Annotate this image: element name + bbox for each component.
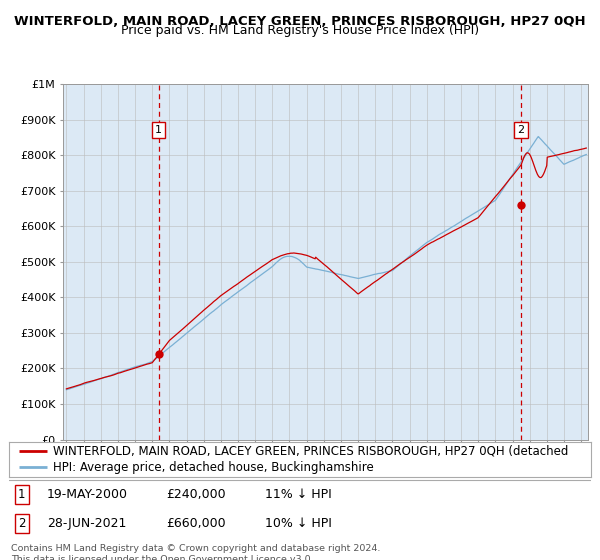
Text: HPI: Average price, detached house, Buckinghamshire: HPI: Average price, detached house, Buck… xyxy=(53,461,373,474)
Text: WINTERFOLD, MAIN ROAD, LACEY GREEN, PRINCES RISBOROUGH, HP27 0QH (detached: WINTERFOLD, MAIN ROAD, LACEY GREEN, PRIN… xyxy=(53,444,568,457)
Text: 1: 1 xyxy=(18,488,26,501)
Text: £660,000: £660,000 xyxy=(166,517,226,530)
Text: 10% ↓ HPI: 10% ↓ HPI xyxy=(265,517,332,530)
Text: Price paid vs. HM Land Registry's House Price Index (HPI): Price paid vs. HM Land Registry's House … xyxy=(121,24,479,37)
Text: 11% ↓ HPI: 11% ↓ HPI xyxy=(265,488,332,501)
Text: Contains HM Land Registry data © Crown copyright and database right 2024.
This d: Contains HM Land Registry data © Crown c… xyxy=(11,544,380,560)
Text: 28-JUN-2021: 28-JUN-2021 xyxy=(47,517,126,530)
Text: £240,000: £240,000 xyxy=(166,488,226,501)
Text: 2: 2 xyxy=(517,125,524,135)
Text: 1: 1 xyxy=(155,125,162,135)
Text: WINTERFOLD, MAIN ROAD, LACEY GREEN, PRINCES RISBOROUGH, HP27 0QH: WINTERFOLD, MAIN ROAD, LACEY GREEN, PRIN… xyxy=(14,15,586,27)
Text: 19-MAY-2000: 19-MAY-2000 xyxy=(47,488,128,501)
Text: 2: 2 xyxy=(18,517,26,530)
